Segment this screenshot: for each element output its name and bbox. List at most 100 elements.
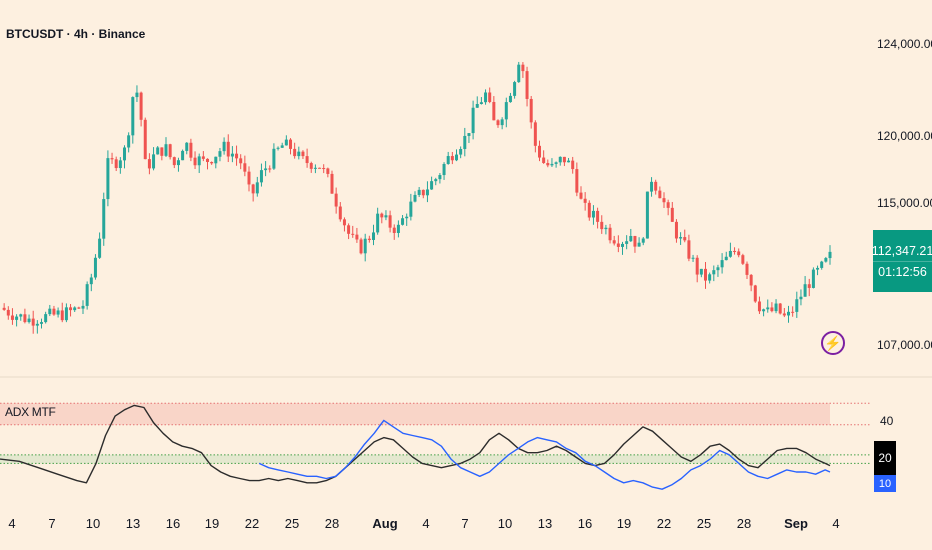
x-tick-label: 25 — [285, 516, 299, 531]
candle-body — [44, 314, 48, 323]
candle-body — [787, 311, 790, 316]
x-tick-label-month: Aug — [372, 516, 397, 531]
candle-body — [529, 98, 533, 123]
candle-body — [85, 284, 89, 306]
x-tick-label: 22 — [657, 516, 671, 531]
candle-body — [73, 307, 77, 311]
adx-line-secondary — [258, 419, 831, 490]
candle-body — [517, 64, 521, 83]
candle-body — [210, 162, 214, 164]
candle-body — [542, 157, 546, 164]
candle-body — [791, 311, 795, 313]
candle-body — [484, 92, 488, 103]
candle-body — [342, 219, 346, 226]
candle-body — [583, 198, 587, 203]
candle-body — [558, 156, 562, 163]
candle-body — [131, 97, 135, 136]
candle-body — [504, 102, 508, 120]
candle-body — [463, 135, 467, 150]
candle-body — [123, 147, 126, 161]
price-candles — [2, 61, 832, 334]
candle-body — [309, 163, 313, 169]
candle-body — [496, 120, 500, 126]
x-tick-label: 19 — [205, 516, 219, 531]
candle-body — [708, 274, 712, 281]
current-price: 112,347.21 — [871, 243, 932, 258]
x-tick-label: 16 — [578, 516, 592, 531]
candle-body — [824, 258, 828, 262]
x-tick-label: 4 — [8, 516, 15, 531]
candle-body — [143, 119, 147, 160]
symbol-title[interactable]: BTCUSDT · 4h · Binance — [6, 27, 146, 41]
candle-body — [81, 305, 85, 309]
candle-body — [596, 210, 600, 222]
candle-body — [268, 168, 272, 170]
candle-body — [35, 323, 39, 326]
candle-body — [172, 157, 176, 166]
candle-body — [355, 234, 359, 240]
candle-body — [608, 227, 612, 241]
x-tick-label: 4 — [422, 516, 429, 531]
candle-body — [513, 82, 517, 96]
candle-body — [102, 199, 106, 239]
candle-body — [185, 142, 189, 151]
indicator-band — [0, 403, 830, 425]
price-tick-115000: 115,000.00 — [877, 196, 932, 210]
candle-body — [359, 239, 363, 254]
candle-body — [272, 148, 276, 169]
price-tag-divider — [873, 260, 932, 262]
x-tick-label: 28 — [737, 516, 751, 531]
candle-body — [218, 151, 222, 157]
candle-body — [206, 158, 209, 163]
candle-body — [712, 270, 716, 275]
candle-body — [405, 216, 409, 219]
price-tick-120000: 120,000.00 — [877, 129, 932, 143]
candle-body — [492, 101, 496, 121]
candle-body — [301, 151, 305, 157]
candle-body — [766, 307, 770, 310]
candle-body — [562, 156, 566, 163]
candle-body — [351, 233, 355, 235]
x-tick-label: 16 — [166, 516, 180, 531]
candle-body — [679, 237, 683, 239]
candle-body — [695, 257, 699, 275]
candle-body — [728, 250, 732, 257]
candle-body — [330, 173, 334, 194]
candle-body — [546, 163, 550, 166]
candle-body — [64, 307, 68, 321]
candle-body — [401, 218, 405, 225]
candle-body — [27, 318, 31, 323]
candle-body — [571, 160, 575, 170]
candle-body — [19, 314, 23, 317]
candle-body — [737, 251, 741, 256]
candle-body — [807, 284, 811, 288]
candle-body — [230, 153, 234, 157]
candle-body — [417, 189, 421, 195]
candle-body — [276, 147, 280, 149]
candle-body — [15, 316, 19, 320]
candle-body — [118, 160, 122, 169]
candle-body — [160, 147, 164, 156]
candle-body — [48, 308, 52, 315]
lightning-bolt-icon[interactable]: ⚡ — [821, 331, 845, 355]
candle-body — [110, 158, 114, 160]
candle-body — [98, 238, 102, 258]
candle-body — [77, 307, 81, 309]
candle-body — [467, 133, 471, 136]
indicator-tag-10: 10 — [874, 475, 896, 492]
candle-body — [666, 202, 670, 208]
candle-body — [621, 243, 624, 247]
x-tick-label: 22 — [245, 516, 259, 531]
candle-body — [637, 242, 641, 247]
candle-body — [479, 102, 483, 105]
candle-body — [322, 168, 326, 170]
x-tick-label: 7 — [461, 516, 468, 531]
indicator-name[interactable]: ADX MTF — [5, 405, 56, 419]
candle-body — [52, 308, 56, 315]
candle-body — [305, 156, 309, 164]
candle-body — [508, 95, 512, 103]
candle-body — [10, 315, 14, 320]
candle-body — [164, 144, 168, 156]
candle-body — [629, 235, 633, 242]
